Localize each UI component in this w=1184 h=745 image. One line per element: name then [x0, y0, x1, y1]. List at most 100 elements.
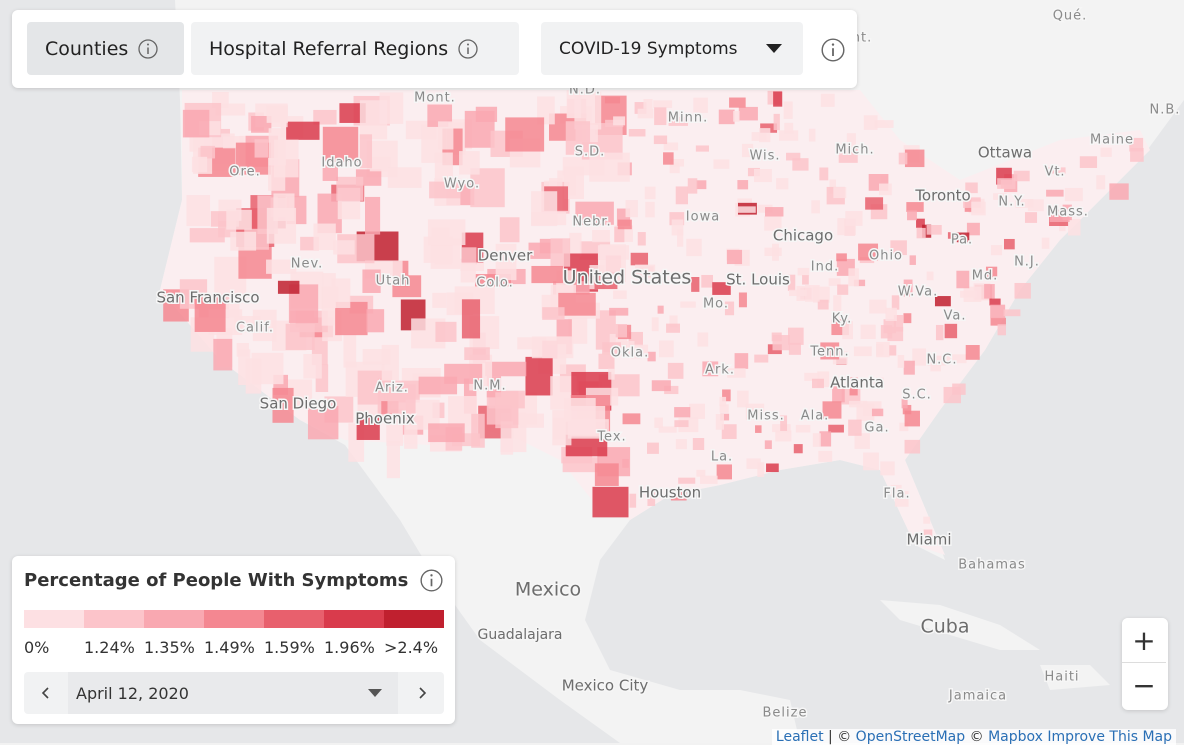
map-label: N.M.: [473, 379, 506, 394]
county: [634, 102, 647, 114]
attribution-link[interactable]: Leaflet: [775, 729, 824, 745]
county: [696, 469, 706, 477]
map-label: Idaho: [321, 156, 362, 171]
county: [461, 299, 481, 339]
county: [736, 206, 756, 213]
county: [788, 327, 804, 345]
map-label: San Francisco: [156, 289, 259, 307]
county: [564, 166, 585, 200]
attribution-link[interactable]: OpenStreetMap: [855, 729, 966, 745]
county: [651, 380, 671, 392]
prev-date[interactable]: [24, 672, 66, 714]
county: [712, 282, 731, 295]
dropdown[interactable]: COVID-19 Symptoms: [541, 22, 803, 75]
county: [1046, 189, 1064, 197]
county: [252, 309, 277, 342]
county: [737, 390, 749, 408]
county: [670, 159, 685, 167]
tab-counties[interactable]: Counties: [27, 22, 184, 75]
map-label: Ore.: [229, 165, 260, 180]
map-label: Miami: [906, 531, 951, 549]
county: [720, 413, 730, 421]
county: [386, 440, 400, 479]
county: [362, 269, 381, 293]
county: [837, 218, 856, 236]
map-label: N.C.: [926, 353, 957, 368]
county: [702, 361, 719, 377]
county: [737, 180, 749, 190]
next-date[interactable]: [402, 672, 444, 714]
attribution-link[interactable]: Improve This Map: [1047, 729, 1172, 745]
info-icon[interactable]: [458, 38, 478, 59]
zoom-out[interactable]: −: [1122, 663, 1166, 707]
county: [993, 193, 1007, 200]
map-label: N.J.: [1014, 255, 1040, 270]
map-label: S.D.: [575, 145, 606, 160]
county: [745, 403, 765, 420]
map-label: Mexico: [515, 579, 581, 601]
county: [907, 210, 917, 221]
county: [885, 307, 897, 321]
county: [893, 314, 904, 332]
info-icon[interactable]: [138, 38, 158, 59]
county: [686, 238, 702, 257]
legend-label: >2.4%: [384, 638, 439, 657]
county: [629, 493, 637, 508]
date-select[interactable]: April 12, 2020: [68, 672, 398, 714]
county: [644, 186, 656, 200]
county: [575, 201, 614, 225]
county: [268, 128, 286, 166]
county: [784, 122, 794, 134]
county: [675, 439, 687, 450]
info-icon[interactable]: [821, 38, 845, 62]
county: [818, 450, 833, 462]
zoom-control: + −: [1122, 618, 1168, 710]
legend-swatch: [264, 610, 324, 628]
county: [904, 439, 921, 454]
legend-swatch: [144, 610, 204, 628]
county: [654, 417, 663, 428]
map-label: Utah: [376, 274, 411, 289]
county: [189, 228, 225, 243]
county: [1109, 183, 1129, 200]
county: [1079, 156, 1098, 168]
county: [878, 183, 892, 196]
county: [903, 360, 915, 375]
county: [671, 219, 684, 236]
county: [733, 111, 740, 122]
dropdown-arrow: [368, 688, 382, 697]
county: [848, 419, 862, 436]
zoom-in[interactable]: +: [1122, 618, 1166, 663]
county: [630, 252, 649, 266]
county: [903, 313, 912, 324]
county: [564, 398, 596, 435]
county: [772, 335, 790, 351]
county: [500, 421, 514, 455]
county: [923, 529, 933, 541]
county: [956, 232, 970, 243]
map-label: Pa.: [951, 233, 973, 248]
attribution-link[interactable]: Mapbox: [988, 729, 1043, 745]
county: [819, 431, 832, 447]
county: [651, 317, 659, 332]
county: [854, 433, 870, 449]
county: [833, 295, 842, 312]
county: [628, 129, 646, 137]
tab-label: Counties: [45, 37, 129, 60]
county: [842, 321, 854, 340]
county: [792, 158, 809, 171]
cuba: [880, 600, 1040, 650]
county: [625, 200, 638, 218]
county: [1015, 198, 1034, 208]
county: [675, 186, 689, 205]
county: [432, 292, 447, 308]
county: [1027, 199, 1044, 212]
county: [965, 345, 980, 360]
tab-hrr[interactable]: Hospital Referral Regions: [191, 22, 519, 75]
map-label: N.Y.: [998, 195, 1025, 210]
county: [238, 349, 251, 386]
map-label: San Diego: [260, 395, 337, 413]
county: [719, 396, 727, 407]
county: [817, 299, 829, 310]
info-icon[interactable]: [420, 569, 443, 592]
